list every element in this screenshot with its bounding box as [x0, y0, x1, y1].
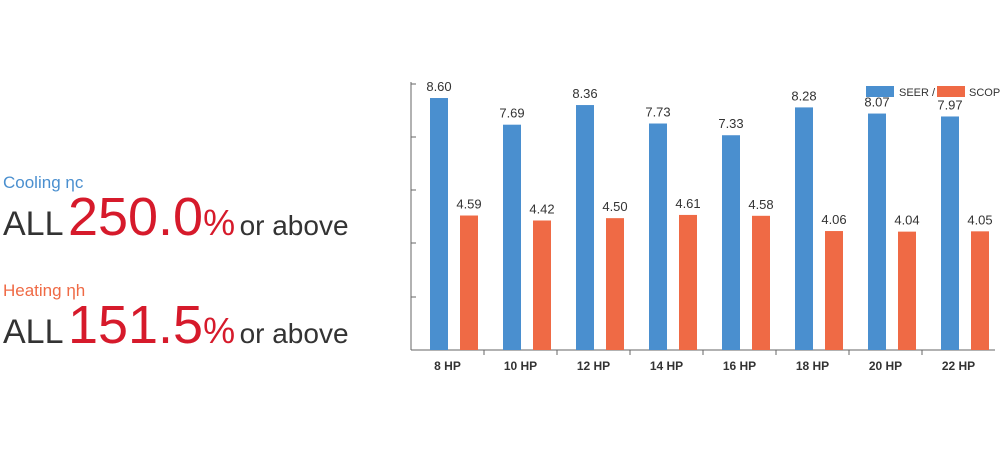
- bar-scop-4: [752, 215, 770, 350]
- bar-seer-5: [795, 107, 813, 351]
- heating-value: 151.5: [67, 295, 204, 355]
- legend-label-seer: SEER /: [899, 87, 936, 99]
- x-tick-label-1: 10 HP: [504, 359, 537, 373]
- data-label-seer-5: 8.28: [791, 88, 816, 103]
- x-tick-label-7: 22 HP: [942, 359, 975, 373]
- bar-scop-0: [460, 215, 478, 350]
- bar-seer-1: [503, 124, 521, 350]
- data-label-seer-3: 7.73: [645, 105, 670, 120]
- data-label-scop-3: 4.61: [675, 196, 700, 211]
- data-label-seer-1: 7.69: [499, 106, 524, 121]
- heating-prefix: ALL: [3, 313, 64, 351]
- bar-scop-2: [606, 218, 624, 350]
- bar-scop-3: [679, 214, 697, 350]
- bar-seer-6: [868, 113, 886, 350]
- cooling-summary: ALL 250.0% or above: [3, 186, 349, 248]
- cooling-prefix: ALL: [3, 205, 64, 243]
- summary-panel: Cooling ηc ALL 250.0% or above Heating η…: [0, 0, 400, 454]
- bar-seer-7: [941, 116, 959, 350]
- bar-seer-3: [649, 123, 667, 350]
- data-label-seer-0: 8.60: [426, 79, 451, 94]
- x-tick-label-5: 18 HP: [796, 359, 829, 373]
- cooling-percent: %: [203, 202, 236, 243]
- legend-swatch-scop: [937, 86, 965, 97]
- data-label-seer-4: 7.33: [718, 116, 743, 131]
- heating-suffix: or above: [239, 318, 349, 349]
- data-label-seer-6: 8.07: [864, 95, 889, 110]
- x-tick-label-3: 14 HP: [650, 359, 683, 373]
- legend-swatch-seer: [866, 86, 894, 97]
- x-tick-label-4: 16 HP: [723, 359, 756, 373]
- bar-seer-4: [722, 135, 740, 350]
- bar-scop-7: [971, 231, 989, 350]
- data-label-seer-2: 8.36: [572, 86, 597, 101]
- x-tick-label-0: 8 HP: [434, 359, 461, 373]
- data-label-scop-7: 4.05: [967, 212, 992, 227]
- data-label-scop-2: 4.50: [602, 199, 627, 214]
- bar-seer-0: [430, 98, 448, 351]
- cooling-label: Cooling ηc: [3, 173, 84, 192]
- data-label-scop-1: 4.42: [529, 201, 554, 216]
- bar-scop-5: [825, 231, 843, 350]
- heating-summary: ALL 151.5% or above: [3, 294, 349, 356]
- data-label-seer-7: 7.97: [937, 97, 962, 112]
- bar-seer-2: [576, 105, 594, 350]
- data-label-scop-6: 4.04: [894, 213, 919, 228]
- x-tick-label-2: 12 HP: [577, 359, 610, 373]
- bar-scop-1: [533, 220, 551, 350]
- bar-scop-6: [898, 231, 916, 350]
- legend-label-scop: SCOP: [969, 87, 1000, 99]
- data-label-scop-0: 4.59: [456, 197, 481, 212]
- x-tick-label-6: 20 HP: [869, 359, 902, 373]
- cooling-suffix: or above: [239, 210, 349, 241]
- data-label-scop-4: 4.58: [748, 197, 773, 212]
- heating-percent: %: [203, 310, 236, 351]
- data-label-scop-5: 4.06: [821, 212, 846, 227]
- heating-label: Heating ηh: [3, 281, 86, 300]
- cooling-value: 250.0: [67, 187, 204, 247]
